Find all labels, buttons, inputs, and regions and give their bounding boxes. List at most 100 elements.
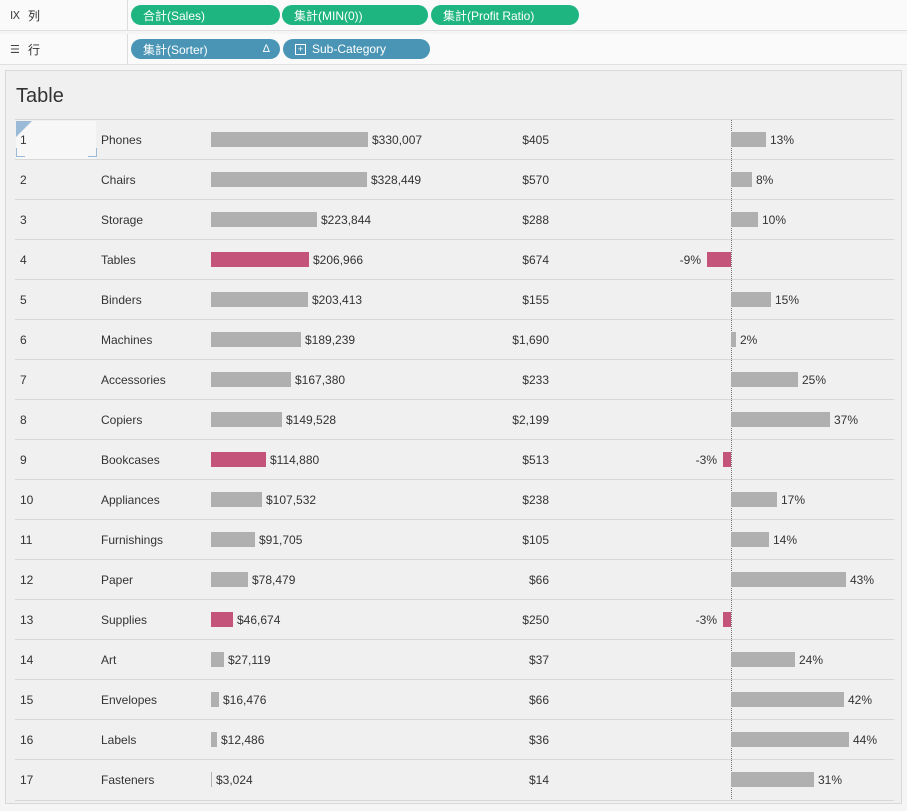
profit-ratio-label: 25% — [802, 373, 827, 387]
columns-shelf-label: 列 — [28, 8, 41, 23]
rank-cell: 12 — [20, 573, 34, 587]
profit-ratio-bar — [731, 532, 769, 547]
rank-cell: 6 — [20, 333, 27, 347]
sub-category-cell: Phones — [101, 133, 142, 147]
min-value-cell: $405 — [522, 133, 549, 147]
profit-ratio-bar — [731, 652, 795, 667]
min-value-cell: $570 — [522, 173, 549, 187]
sub-category-cell: Art — [101, 653, 117, 667]
sales-label: $223,844 — [321, 213, 372, 227]
profit-ratio-label: -3% — [695, 453, 717, 467]
pill-sorter-label: 集計(Sorter) — [143, 42, 208, 57]
profit-ratio-label: -9% — [679, 253, 701, 267]
table-row[interactable]: 11 Furnishings $91,705 $105 14% — [15, 519, 894, 560]
table-row[interactable]: 6 Machines $189,239 $1,690 2% — [15, 319, 894, 360]
sub-category-cell: Copiers — [101, 413, 143, 427]
columns-shelf: Ⅸ 列 合計(Sales) 集計(MIN(0)) 集計(Profit Ratio… — [0, 0, 907, 31]
columns-icon: Ⅸ — [10, 9, 21, 22]
sales-bar — [211, 292, 308, 307]
sales-bar — [211, 132, 368, 147]
table-row[interactable]: 13 Supplies $46,674 $250 -3% — [15, 599, 894, 640]
selection-corner — [88, 148, 97, 157]
rank-cell: 9 — [20, 453, 27, 467]
profit-ratio-bar — [707, 252, 731, 267]
pill-profit-ratio[interactable]: 集計(Profit Ratio) — [431, 5, 579, 25]
table-row[interactable]: 15 Envelopes $16,476 $66 42% — [15, 679, 894, 720]
rows-shelf: ☰ 行 集計(Sorter) Δ + Sub-Category — [0, 34, 907, 65]
sales-bar — [211, 252, 309, 267]
sales-bar — [211, 612, 233, 627]
min-value-cell: $37 — [528, 653, 549, 667]
sub-category-cell: Storage — [101, 213, 144, 227]
min-value-cell: $155 — [522, 293, 549, 307]
table-row[interactable]: 7 Accessories $167,380 $233 25% — [15, 359, 894, 400]
profit-ratio-bar — [731, 412, 830, 427]
worksheet-title: Table — [16, 85, 64, 107]
sales-bar — [211, 172, 367, 187]
sales-bar — [211, 772, 212, 787]
min-value-cell: $66 — [528, 573, 549, 587]
expand-plus-icon[interactable]: + — [295, 43, 306, 55]
profit-ratio-label: 37% — [834, 413, 859, 427]
table-row[interactable]: 10 Appliances $107,532 $238 17% — [15, 479, 894, 520]
zero-line — [731, 119, 732, 799]
rank-cell: 11 — [20, 533, 33, 547]
rank-cell: 4 — [20, 253, 27, 267]
sub-category-cell: Paper — [101, 573, 134, 587]
table-row[interactable]: 2 Chairs $328,449 $570 8% — [15, 159, 894, 200]
pill-sorter[interactable]: 集計(Sorter) Δ — [131, 39, 280, 59]
sales-label: $189,239 — [305, 333, 356, 347]
table-row[interactable]: 1 Phones $330,007 $405 13% — [15, 119, 894, 160]
sales-bar — [211, 652, 224, 667]
table-row[interactable]: 9 Bookcases $114,880 $513 -3% — [15, 439, 894, 480]
min-value-cell: $513 — [522, 453, 549, 467]
sub-category-cell: Labels — [101, 733, 137, 747]
sales-bar — [211, 452, 266, 467]
sales-bar — [211, 212, 317, 227]
sales-bar — [211, 492, 262, 507]
profit-ratio-bar — [731, 572, 846, 587]
profit-ratio-bar — [731, 772, 814, 787]
table-row[interactable]: 5 Binders $203,413 $155 15% — [15, 279, 894, 320]
pill-sub-category-label: Sub-Category — [312, 42, 387, 56]
table-row[interactable]: 3 Storage $223,844 $288 10% — [15, 199, 894, 240]
table-row[interactable]: 14 Art $27,119 $37 24% — [15, 639, 894, 680]
sales-bar — [211, 412, 282, 427]
table-row[interactable]: 12 Paper $78,479 $66 43% — [15, 559, 894, 600]
selection-corner — [16, 121, 32, 137]
sub-category-cell: Accessories — [101, 373, 166, 387]
min-value-cell: $1,690 — [512, 333, 549, 347]
sales-label: $107,532 — [266, 493, 317, 507]
sales-label: $78,479 — [252, 573, 296, 587]
rank-cell: 8 — [20, 413, 27, 427]
profit-ratio-bar — [731, 212, 758, 227]
pill-sales[interactable]: 合計(Sales) — [131, 5, 280, 25]
profit-ratio-label: 15% — [775, 293, 800, 307]
sub-category-cell: Chairs — [101, 173, 136, 187]
rank-cell: 10 — [20, 493, 34, 507]
sub-category-cell: Furnishings — [101, 533, 164, 547]
sub-category-cell: Machines — [101, 333, 153, 347]
table-row[interactable]: 17 Fasteners $3,024 $14 31% — [15, 759, 894, 801]
pill-min0[interactable]: 集計(MIN(0)) — [282, 5, 428, 25]
sales-label: $91,705 — [259, 533, 303, 547]
sub-category-cell: Tables — [101, 253, 136, 267]
pill-sub-category[interactable]: + Sub-Category — [283, 39, 430, 59]
sub-category-cell: Appliances — [101, 493, 160, 507]
table-row[interactable]: 4 Tables $206,966 $674 -9% — [15, 239, 894, 280]
table-row[interactable]: 8 Copiers $149,528 $2,199 37% — [15, 399, 894, 440]
rows-shelf-label: 行 — [28, 42, 41, 57]
profit-ratio-label: 24% — [799, 653, 824, 667]
sales-bar — [211, 532, 255, 547]
sales-bar — [211, 572, 248, 587]
sub-category-cell: Envelopes — [101, 693, 158, 707]
sales-label: $46,674 — [237, 613, 281, 627]
table-row[interactable]: 16 Labels $12,486 $36 44% — [15, 719, 894, 760]
rank-cell: 3 — [20, 213, 27, 227]
profit-ratio-label: 44% — [853, 733, 878, 747]
rank-cell: 2 — [20, 173, 27, 187]
rank-cell: 15 — [20, 693, 34, 707]
min-value-cell: $238 — [522, 493, 549, 507]
profit-ratio-bar — [731, 332, 736, 347]
profit-ratio-bar — [731, 292, 771, 307]
